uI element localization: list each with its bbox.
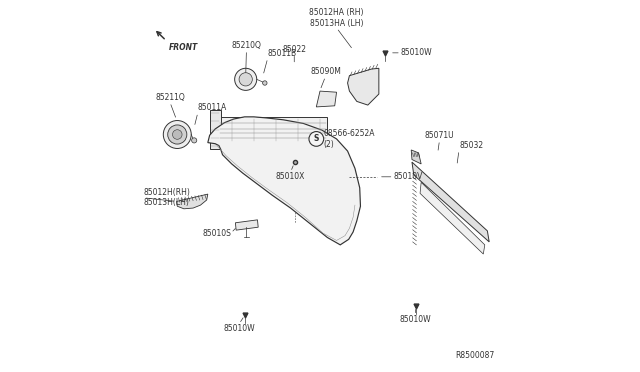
Text: R8500087: R8500087 xyxy=(456,351,495,360)
Text: 85010W: 85010W xyxy=(400,315,431,324)
Polygon shape xyxy=(412,150,421,164)
Text: 85010W: 85010W xyxy=(401,48,433,57)
Polygon shape xyxy=(210,110,221,149)
Text: 85071U: 85071U xyxy=(425,131,454,140)
Circle shape xyxy=(173,130,182,139)
Text: FRONT: FRONT xyxy=(169,43,198,52)
Text: 85012H(RH)
85013H(LH): 85012H(RH) 85013H(LH) xyxy=(143,188,190,208)
Polygon shape xyxy=(177,194,208,209)
Text: 85010X: 85010X xyxy=(276,172,305,181)
Circle shape xyxy=(239,73,252,86)
Text: 08566-6252A
(2): 08566-6252A (2) xyxy=(324,129,375,149)
Circle shape xyxy=(163,121,191,148)
Polygon shape xyxy=(236,220,258,230)
Text: 85211Q: 85211Q xyxy=(155,93,185,102)
Polygon shape xyxy=(412,162,489,242)
Circle shape xyxy=(235,68,257,90)
Text: 85012HA (RH)
85013HA (LH): 85012HA (RH) 85013HA (LH) xyxy=(309,9,364,28)
Text: 85210Q: 85210Q xyxy=(232,41,261,50)
Polygon shape xyxy=(420,182,484,254)
Text: 85011A: 85011A xyxy=(198,103,227,112)
Circle shape xyxy=(168,125,187,144)
Text: 85010S: 85010S xyxy=(202,228,231,238)
Text: 85010W: 85010W xyxy=(223,324,255,333)
Polygon shape xyxy=(316,91,337,107)
Circle shape xyxy=(262,81,267,85)
Text: 85010V: 85010V xyxy=(394,172,423,181)
Text: S: S xyxy=(314,134,319,144)
Circle shape xyxy=(191,138,196,143)
Polygon shape xyxy=(348,68,379,105)
Text: 85011B: 85011B xyxy=(268,49,297,58)
FancyBboxPatch shape xyxy=(218,117,327,142)
Circle shape xyxy=(309,132,324,146)
Text: 85032: 85032 xyxy=(459,141,483,150)
Text: 85022: 85022 xyxy=(282,45,307,54)
Polygon shape xyxy=(208,117,360,245)
Text: 85090M: 85090M xyxy=(310,67,341,76)
